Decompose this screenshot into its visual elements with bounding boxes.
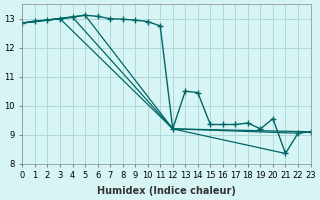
X-axis label: Humidex (Indice chaleur): Humidex (Indice chaleur) xyxy=(97,186,236,196)
